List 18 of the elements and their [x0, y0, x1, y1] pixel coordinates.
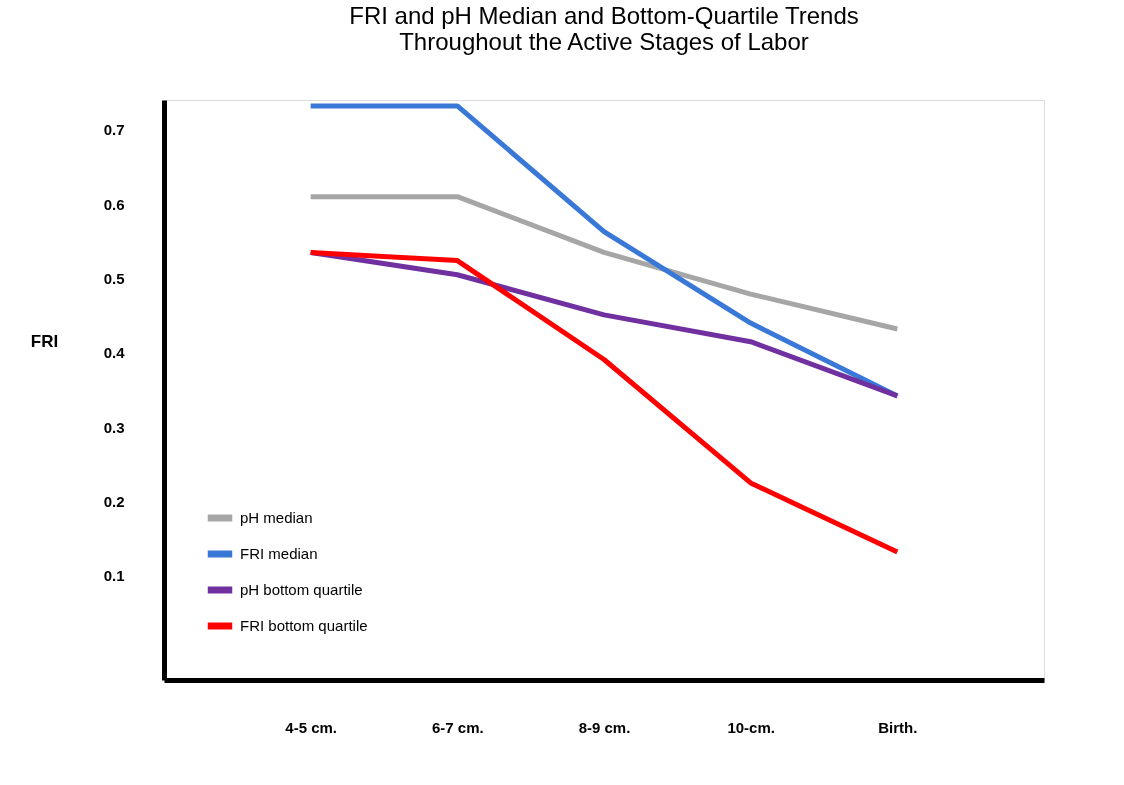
x-tick-label: 8-9 cm.	[578, 718, 631, 736]
y-tick-label: 0.6	[103, 195, 125, 213]
x-tick-label: 10-cm.	[727, 718, 775, 736]
y-tick-label: 0.2	[103, 493, 125, 511]
y-axis-title: FRI	[30, 331, 59, 351]
y-tick-label: 0.1	[103, 567, 125, 585]
legend-label: pH bottom quartile	[240, 581, 363, 598]
x-tick-label: 4-5 cm.	[285, 718, 338, 736]
y-tick-label: 0.7	[103, 121, 125, 139]
y-tick-label: 0.5	[103, 269, 125, 287]
legend-label: pH median	[240, 509, 313, 526]
legend-label: FRI bottom quartile	[240, 617, 368, 634]
x-tick-label: 6-7 cm.	[431, 718, 484, 736]
chart-title: FRI and pH Median and Bottom-Quartile Trends Throughout the Active Stages of Labor	[349, 2, 859, 55]
y-tick-label: 0.3	[103, 418, 125, 436]
x-tick-label: Birth.	[878, 718, 918, 736]
y-tick-label: 0.4	[103, 344, 126, 362]
legend-label: FRI median	[240, 545, 318, 562]
